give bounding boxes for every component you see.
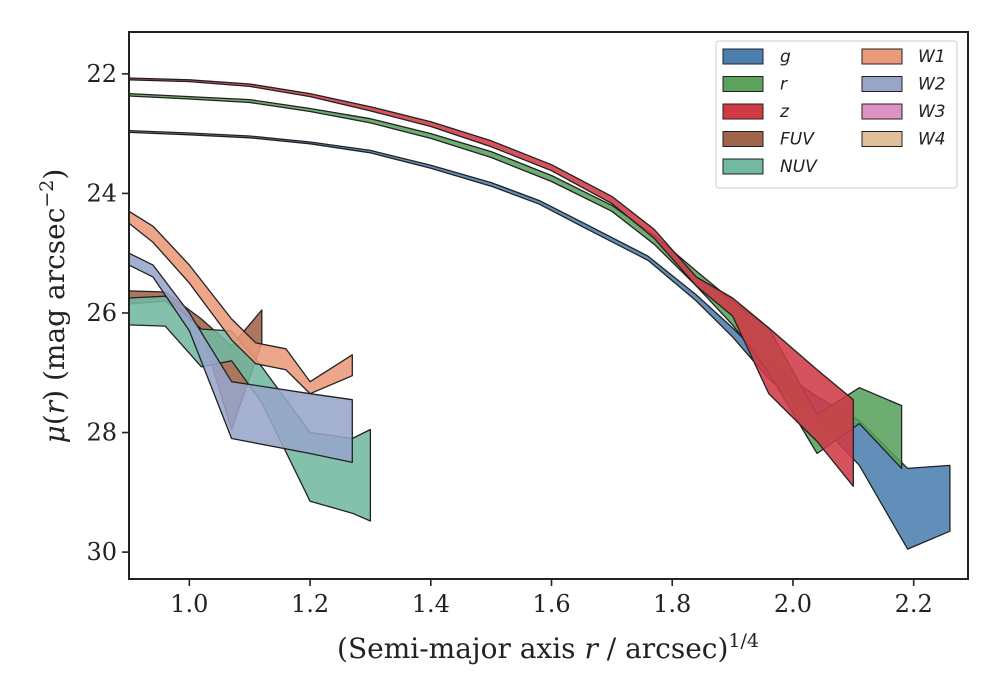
legend-label-w1: W1 (918, 47, 946, 67)
legend: grz FUV NUV W1 W2 W3 W4 (722, 47, 946, 177)
series-band-w2 (128, 252, 353, 464)
y-tick-label: 26 (86, 299, 117, 327)
x-tick-label: 2.0 (774, 590, 812, 618)
legend-label-nuv: NUV (780, 157, 818, 177)
legend-swatch-g (722, 48, 764, 65)
x-axis-title: (Semi-major axis r / arcsec)1/4 (337, 630, 759, 665)
y-tick-label: 30 (86, 538, 117, 566)
y-axis-title: μ(r) (mag arcsec−2) (36, 169, 71, 444)
legend-label-w4: W4 (918, 130, 946, 150)
legend-swatch-w2 (861, 76, 903, 92)
x-tick-label: 1.4 (412, 590, 450, 618)
legend-label-g: g (780, 47, 791, 67)
legend-label-z: z (779, 102, 790, 122)
legend-swatch-w1 (861, 48, 903, 65)
y-tick-label: 28 (86, 419, 117, 447)
legend-label-fuv: FUV (780, 130, 815, 150)
x-tick-label: 1.6 (532, 590, 570, 618)
legend-swatch-w3 (861, 103, 903, 120)
legend-label-w3: W3 (918, 102, 946, 122)
series-band-w1 (128, 210, 353, 395)
legend-label-r: r (780, 75, 788, 95)
axis-ticks: 1.0 1.2 1.4 1.6 1.8 2.0 2.2 22 24 26 28 30 (86, 60, 932, 618)
plot-frame (128, 31, 969, 580)
y-tick-label: 22 (86, 60, 117, 88)
series-areas (128, 77, 951, 550)
y-tick-label: 24 (86, 179, 117, 207)
x-tick-label: 1.8 (653, 590, 691, 618)
x-tick-label: 1.2 (291, 590, 329, 618)
legend-swatch-fuv (722, 131, 764, 147)
x-tick-label: 1.0 (170, 590, 208, 618)
legend-swatch-nuv (722, 158, 764, 175)
series-band-z (128, 77, 854, 487)
legend-swatch-w4 (861, 131, 903, 147)
legend-swatch-r (722, 76, 764, 92)
legend-label-w2: W2 (918, 75, 946, 95)
legend-swatch-z (722, 103, 764, 120)
series-band-nuv (128, 295, 372, 522)
series-band-g (128, 129, 951, 550)
x-tick-label: 2.2 (895, 590, 933, 618)
